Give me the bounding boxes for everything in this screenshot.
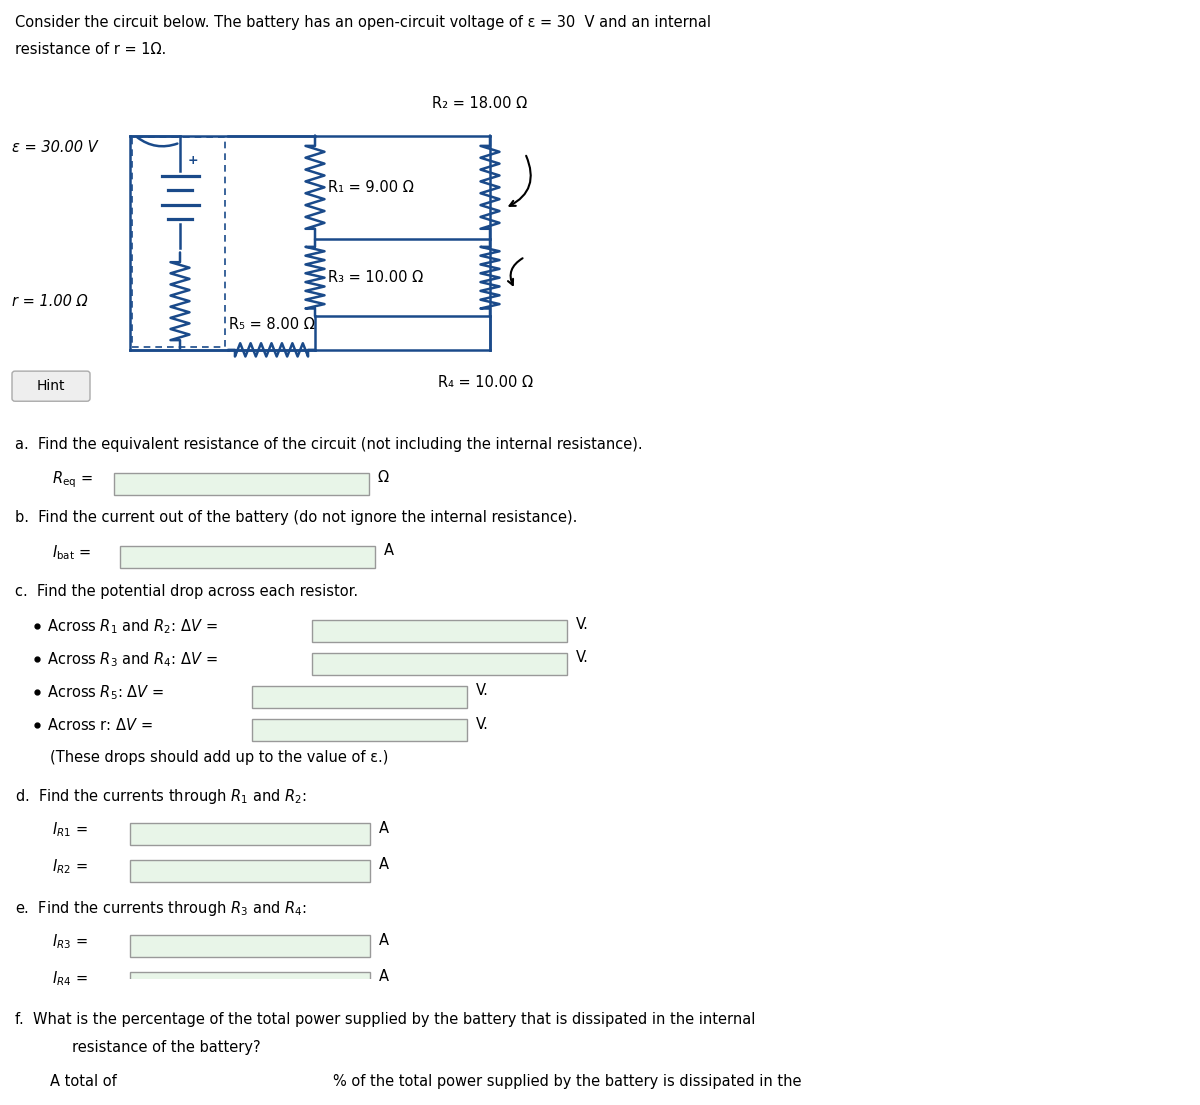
Text: ε = 30.00 V: ε = 30.00 V <box>12 140 97 156</box>
Text: A: A <box>379 857 389 872</box>
Text: $I_{R4}$ =: $I_{R4}$ = <box>52 969 88 988</box>
Text: Across $R_3$ and $R_4$: $\Delta V$ =: Across $R_3$ and $R_4$: $\Delta V$ = <box>47 650 218 669</box>
Text: A: A <box>379 933 389 948</box>
Text: $R_{\mathrm{eq}}$ =: $R_{\mathrm{eq}}$ = <box>52 470 92 491</box>
Bar <box>132 137 226 347</box>
Text: A: A <box>379 969 389 985</box>
Text: Across r: $\Delta V$ =: Across r: $\Delta V$ = <box>47 716 152 733</box>
Text: $I_{R2}$ =: $I_{R2}$ = <box>52 857 88 876</box>
Text: R₂ = 18.00 Ω: R₂ = 18.00 Ω <box>432 96 528 110</box>
Bar <box>134 1076 324 1098</box>
Text: f.  What is the percentage of the total power supplied by the battery that is di: f. What is the percentage of the total p… <box>14 1011 755 1027</box>
Text: V.: V. <box>476 716 488 732</box>
Text: % of the total power supplied by the battery is dissipated in the: % of the total power supplied by the bat… <box>332 1074 802 1088</box>
Bar <box>120 546 374 568</box>
Text: resistance of the battery?: resistance of the battery? <box>72 1040 260 1055</box>
Bar <box>130 972 370 994</box>
Text: V.: V. <box>476 683 488 698</box>
Bar <box>312 620 568 642</box>
Text: V.: V. <box>576 650 589 665</box>
Text: A total of: A total of <box>50 1074 116 1088</box>
Text: $I_{R3}$ =: $I_{R3}$ = <box>52 933 88 951</box>
Text: R₅ = 8.00 Ω: R₅ = 8.00 Ω <box>229 317 314 333</box>
Bar <box>114 473 370 495</box>
Text: Consider the circuit below. The battery has an open-circuit voltage of ε = 30  V: Consider the circuit below. The battery … <box>14 15 710 30</box>
Text: +: + <box>188 154 199 167</box>
Text: R₃ = 10.00 Ω: R₃ = 10.00 Ω <box>328 271 424 285</box>
Text: V.: V. <box>576 617 589 632</box>
Text: $I_{\mathrm{bat}}$ =: $I_{\mathrm{bat}}$ = <box>52 544 91 562</box>
Text: resistance of r = 1Ω.: resistance of r = 1Ω. <box>14 42 167 56</box>
Text: c.  Find the potential drop across each resistor.: c. Find the potential drop across each r… <box>14 583 358 599</box>
Text: R₁ = 9.00 Ω: R₁ = 9.00 Ω <box>328 180 414 194</box>
Text: Across $R_5$: $\Delta V$ =: Across $R_5$: $\Delta V$ = <box>47 683 164 702</box>
FancyBboxPatch shape <box>12 371 90 401</box>
Bar <box>252 719 467 741</box>
Text: A: A <box>384 544 394 558</box>
Bar <box>130 860 370 882</box>
Text: (These drops should add up to the value of ε.): (These drops should add up to the value … <box>50 750 389 765</box>
Text: $I_{R1}$ =: $I_{R1}$ = <box>52 821 88 840</box>
Bar <box>130 823 370 845</box>
Text: Across $R_1$ and $R_2$: $\Delta V$ =: Across $R_1$ and $R_2$: $\Delta V$ = <box>47 617 218 635</box>
Bar <box>312 653 568 675</box>
Text: r = 1.00 Ω: r = 1.00 Ω <box>12 294 88 308</box>
Text: a.  Find the equivalent resistance of the circuit (not including the internal re: a. Find the equivalent resistance of the… <box>14 436 643 452</box>
Text: Ω: Ω <box>378 470 389 485</box>
Bar <box>130 935 370 957</box>
Text: b.  Find the current out of the battery (do not ignore the internal resistance).: b. Find the current out of the battery (… <box>14 511 577 525</box>
Text: d.  Find the currents through $R_1$ and $R_2$:: d. Find the currents through $R_1$ and $… <box>14 788 307 807</box>
Text: A: A <box>379 821 389 835</box>
Text: Hint: Hint <box>37 379 65 393</box>
Bar <box>252 686 467 708</box>
Text: e.  Find the currents through $R_3$ and $R_4$:: e. Find the currents through $R_3$ and $… <box>14 899 307 918</box>
Text: R₄ = 10.00 Ω: R₄ = 10.00 Ω <box>438 375 533 390</box>
